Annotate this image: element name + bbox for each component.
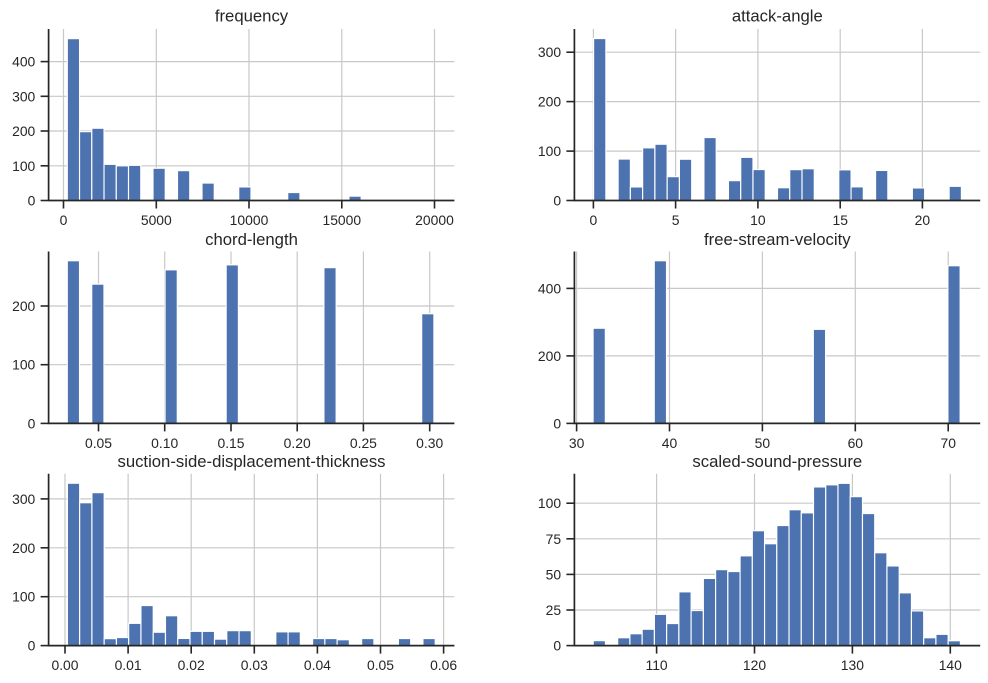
svg-text:100: 100 — [12, 158, 35, 174]
svg-text:40: 40 — [662, 435, 678, 451]
svg-text:130: 130 — [841, 657, 864, 673]
svg-text:0.05: 0.05 — [85, 435, 112, 451]
svg-text:attack-angle: attack-angle — [732, 7, 823, 26]
svg-text:400: 400 — [12, 54, 35, 70]
svg-text:20: 20 — [915, 212, 931, 228]
svg-text:75: 75 — [546, 531, 562, 547]
svg-text:0: 0 — [28, 415, 36, 431]
svg-text:300: 300 — [538, 44, 561, 60]
svg-text:200: 200 — [12, 298, 35, 314]
svg-text:5: 5 — [672, 212, 680, 228]
svg-text:scaled-sound-pressure: scaled-sound-pressure — [692, 452, 862, 471]
svg-text:0.20: 0.20 — [284, 435, 311, 451]
svg-text:free-stream-velocity: free-stream-velocity — [704, 230, 851, 249]
svg-text:100: 100 — [538, 495, 561, 511]
svg-text:0.30: 0.30 — [416, 435, 443, 451]
svg-text:0: 0 — [60, 212, 68, 228]
svg-text:60: 60 — [848, 435, 864, 451]
svg-text:5000: 5000 — [141, 212, 172, 228]
svg-text:10000: 10000 — [230, 212, 269, 228]
svg-text:25: 25 — [546, 602, 562, 618]
svg-text:30: 30 — [569, 435, 585, 451]
svg-text:0.06: 0.06 — [430, 657, 457, 673]
svg-text:200: 200 — [12, 123, 35, 139]
svg-text:70: 70 — [940, 435, 956, 451]
svg-text:140: 140 — [939, 657, 962, 673]
svg-text:0: 0 — [553, 638, 561, 654]
svg-text:0.02: 0.02 — [178, 657, 205, 673]
svg-text:0.25: 0.25 — [350, 435, 377, 451]
svg-text:100: 100 — [12, 357, 35, 373]
svg-text:0.10: 0.10 — [151, 435, 178, 451]
svg-text:15: 15 — [832, 212, 848, 228]
svg-text:50: 50 — [755, 435, 771, 451]
svg-text:100: 100 — [538, 143, 561, 159]
svg-text:300: 300 — [12, 88, 35, 104]
svg-text:0.03: 0.03 — [241, 657, 268, 673]
svg-text:200: 200 — [12, 540, 35, 556]
svg-text:200: 200 — [538, 94, 561, 110]
svg-text:100: 100 — [12, 589, 35, 605]
svg-text:chord-length: chord-length — [205, 230, 298, 249]
svg-text:110: 110 — [646, 657, 668, 673]
svg-text:0.05: 0.05 — [367, 657, 394, 673]
svg-text:400: 400 — [538, 280, 561, 296]
svg-text:120: 120 — [743, 657, 766, 673]
svg-text:10: 10 — [750, 212, 766, 228]
svg-text:0: 0 — [553, 193, 561, 209]
svg-text:200: 200 — [538, 348, 561, 364]
svg-text:15000: 15000 — [322, 212, 361, 228]
svg-text:suction-side-displacement-thic: suction-side-displacement-thickness — [117, 452, 385, 471]
svg-text:0: 0 — [553, 415, 561, 431]
svg-text:0.01: 0.01 — [115, 657, 142, 673]
svg-text:300: 300 — [12, 491, 35, 507]
svg-text:frequency: frequency — [215, 7, 289, 26]
svg-text:0: 0 — [28, 193, 36, 209]
svg-text:0.04: 0.04 — [304, 657, 331, 673]
svg-text:0.00: 0.00 — [51, 657, 78, 673]
svg-text:50: 50 — [546, 566, 562, 582]
svg-text:0: 0 — [28, 638, 36, 654]
svg-text:0: 0 — [590, 212, 598, 228]
svg-text:0.15: 0.15 — [217, 435, 244, 451]
svg-text:20000: 20000 — [415, 212, 454, 228]
